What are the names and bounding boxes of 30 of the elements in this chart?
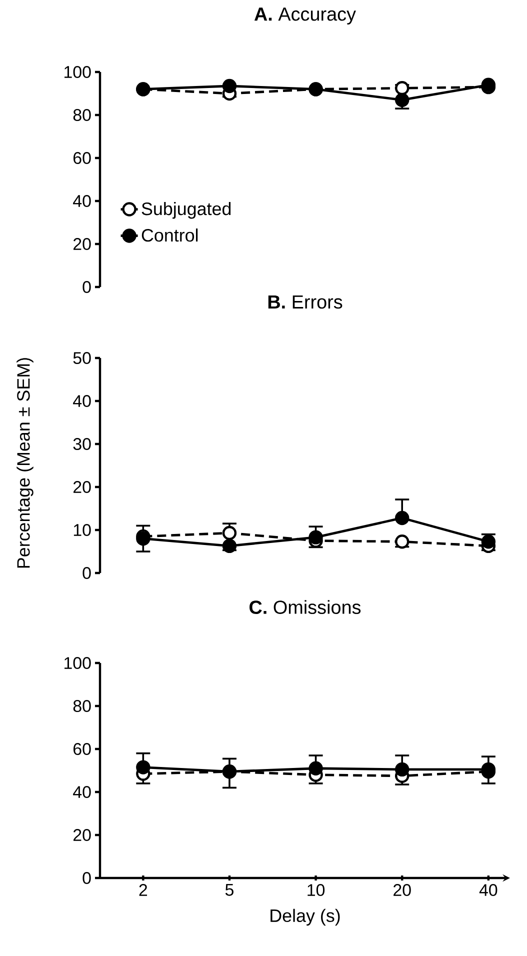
y-tick-label: 100 xyxy=(64,66,91,78)
y-tick-label: 20 xyxy=(74,481,91,494)
x-tick-label: 20 xyxy=(394,884,411,896)
x-tick-label: 2 xyxy=(139,884,148,896)
y-tick-label: 0 xyxy=(82,281,91,294)
y-tick-label: 60 xyxy=(74,152,91,164)
chart-title: C. Omissions xyxy=(250,600,361,614)
y-tick-label: 0 xyxy=(82,872,91,884)
y-tick-label: 40 xyxy=(73,195,91,208)
legend-label: Control xyxy=(142,228,198,242)
x-tick-label: 40 xyxy=(479,884,498,896)
y-tick-label: 100 xyxy=(64,657,91,670)
y-tick-label: 60 xyxy=(74,743,91,756)
y-axis-title: Percentage (Mean ± SEM) xyxy=(16,358,34,568)
y-tick-label: 20 xyxy=(74,829,91,842)
x-tick-label: 5 xyxy=(225,884,234,896)
chart-title: B. Errors xyxy=(268,295,342,309)
y-tick-label: 40 xyxy=(73,786,91,798)
y-tick-label: 50 xyxy=(73,352,91,364)
y-tick-label: 80 xyxy=(73,109,91,122)
y-tick-label: 10 xyxy=(74,524,91,536)
x-tick-label: 10 xyxy=(308,884,325,896)
y-tick-label: 80 xyxy=(73,700,91,712)
x-axis-title: Delay (s) xyxy=(270,908,340,926)
y-tick-label: 0 xyxy=(82,567,91,580)
y-tick-label: 20 xyxy=(74,238,91,250)
legend-label: Subjugated xyxy=(142,202,231,219)
y-tick-label: 40 xyxy=(73,395,91,408)
y-tick-label: 30 xyxy=(73,438,91,450)
chart-title: A. Accuracy xyxy=(254,8,356,25)
